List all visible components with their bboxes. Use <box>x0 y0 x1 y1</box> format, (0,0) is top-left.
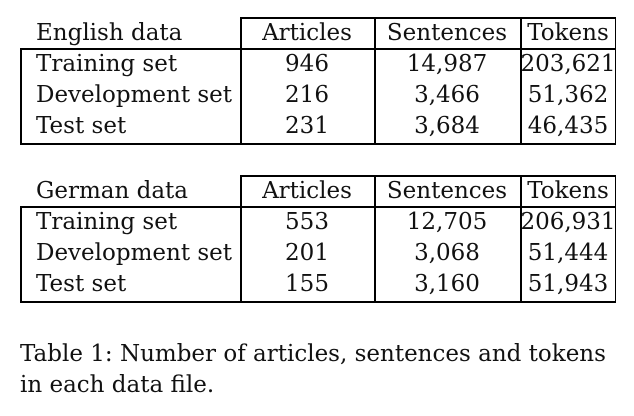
table-row: Development set 216 3,466 51,362 <box>20 80 616 111</box>
column-header-articles: Articles <box>262 177 352 204</box>
column-header-sentences: Sentences <box>386 19 508 46</box>
row-label: Training set <box>36 51 178 77</box>
table-rule <box>374 175 376 302</box>
table-header-row: English data Articles Sentences Tokens <box>20 17 616 49</box>
cell-sentences: 3,068 <box>414 240 480 266</box>
table-title: German data <box>36 177 189 204</box>
table-rule <box>20 301 616 303</box>
table-rule <box>20 48 616 50</box>
table-row: Development set 201 3,068 51,444 <box>20 238 616 269</box>
column-header-tokens: Tokens <box>527 19 609 46</box>
table-rule <box>240 17 242 144</box>
row-label: Training set <box>36 209 178 235</box>
table-rule <box>520 175 522 302</box>
table-row: Test set 231 3,684 46,435 <box>20 111 616 142</box>
cell-tokens: 206,931 <box>520 209 616 235</box>
table-title: English data <box>36 19 183 46</box>
table-rule <box>20 206 616 208</box>
row-label: Test set <box>36 113 127 139</box>
table-rule <box>374 17 376 144</box>
table-row: Test set 155 3,160 51,943 <box>20 269 616 300</box>
column-header-articles: Articles <box>262 19 352 46</box>
cell-articles: 201 <box>285 240 329 266</box>
cell-sentences: 3,160 <box>414 271 480 297</box>
german-data-table: German data Articles Sentences Tokens Tr… <box>20 175 616 303</box>
cell-articles: 155 <box>285 271 329 297</box>
table-rule <box>20 48 22 144</box>
table-rule <box>614 17 616 144</box>
table-row: Training set 946 14,987 203,621 <box>20 49 616 80</box>
cell-sentences: 14,987 <box>406 51 488 77</box>
table-rule <box>20 206 22 302</box>
table-rule <box>614 175 616 302</box>
cell-tokens: 203,621 <box>520 51 616 77</box>
table-rule <box>240 17 616 19</box>
table-caption: Table 1: Number of articles, sentences a… <box>20 341 606 398</box>
cell-articles: 946 <box>285 51 329 77</box>
cell-tokens: 46,435 <box>527 113 609 139</box>
cell-articles: 231 <box>285 113 329 139</box>
row-label: Development set <box>36 240 233 266</box>
table-rule <box>520 17 522 144</box>
cell-tokens: 51,362 <box>527 82 609 108</box>
column-header-sentences: Sentences <box>386 177 508 204</box>
table-rule <box>240 175 616 177</box>
row-label: Test set <box>36 271 127 297</box>
table-row: Training set 553 12,705 206,931 <box>20 207 616 238</box>
cell-tokens: 51,444 <box>527 240 609 266</box>
cell-articles: 216 <box>285 82 329 108</box>
cell-sentences: 3,466 <box>414 82 480 108</box>
cell-sentences: 12,705 <box>406 209 488 235</box>
cell-sentences: 3,684 <box>414 113 480 139</box>
cell-tokens: 51,943 <box>527 271 609 297</box>
column-header-tokens: Tokens <box>527 177 609 204</box>
table-rule <box>20 143 616 145</box>
table-header-row: German data Articles Sentences Tokens <box>20 175 616 207</box>
cell-articles: 553 <box>285 209 329 235</box>
english-data-table: English data Articles Sentences Tokens T… <box>20 17 616 145</box>
row-label: Development set <box>36 82 233 108</box>
table-rule <box>240 175 242 302</box>
